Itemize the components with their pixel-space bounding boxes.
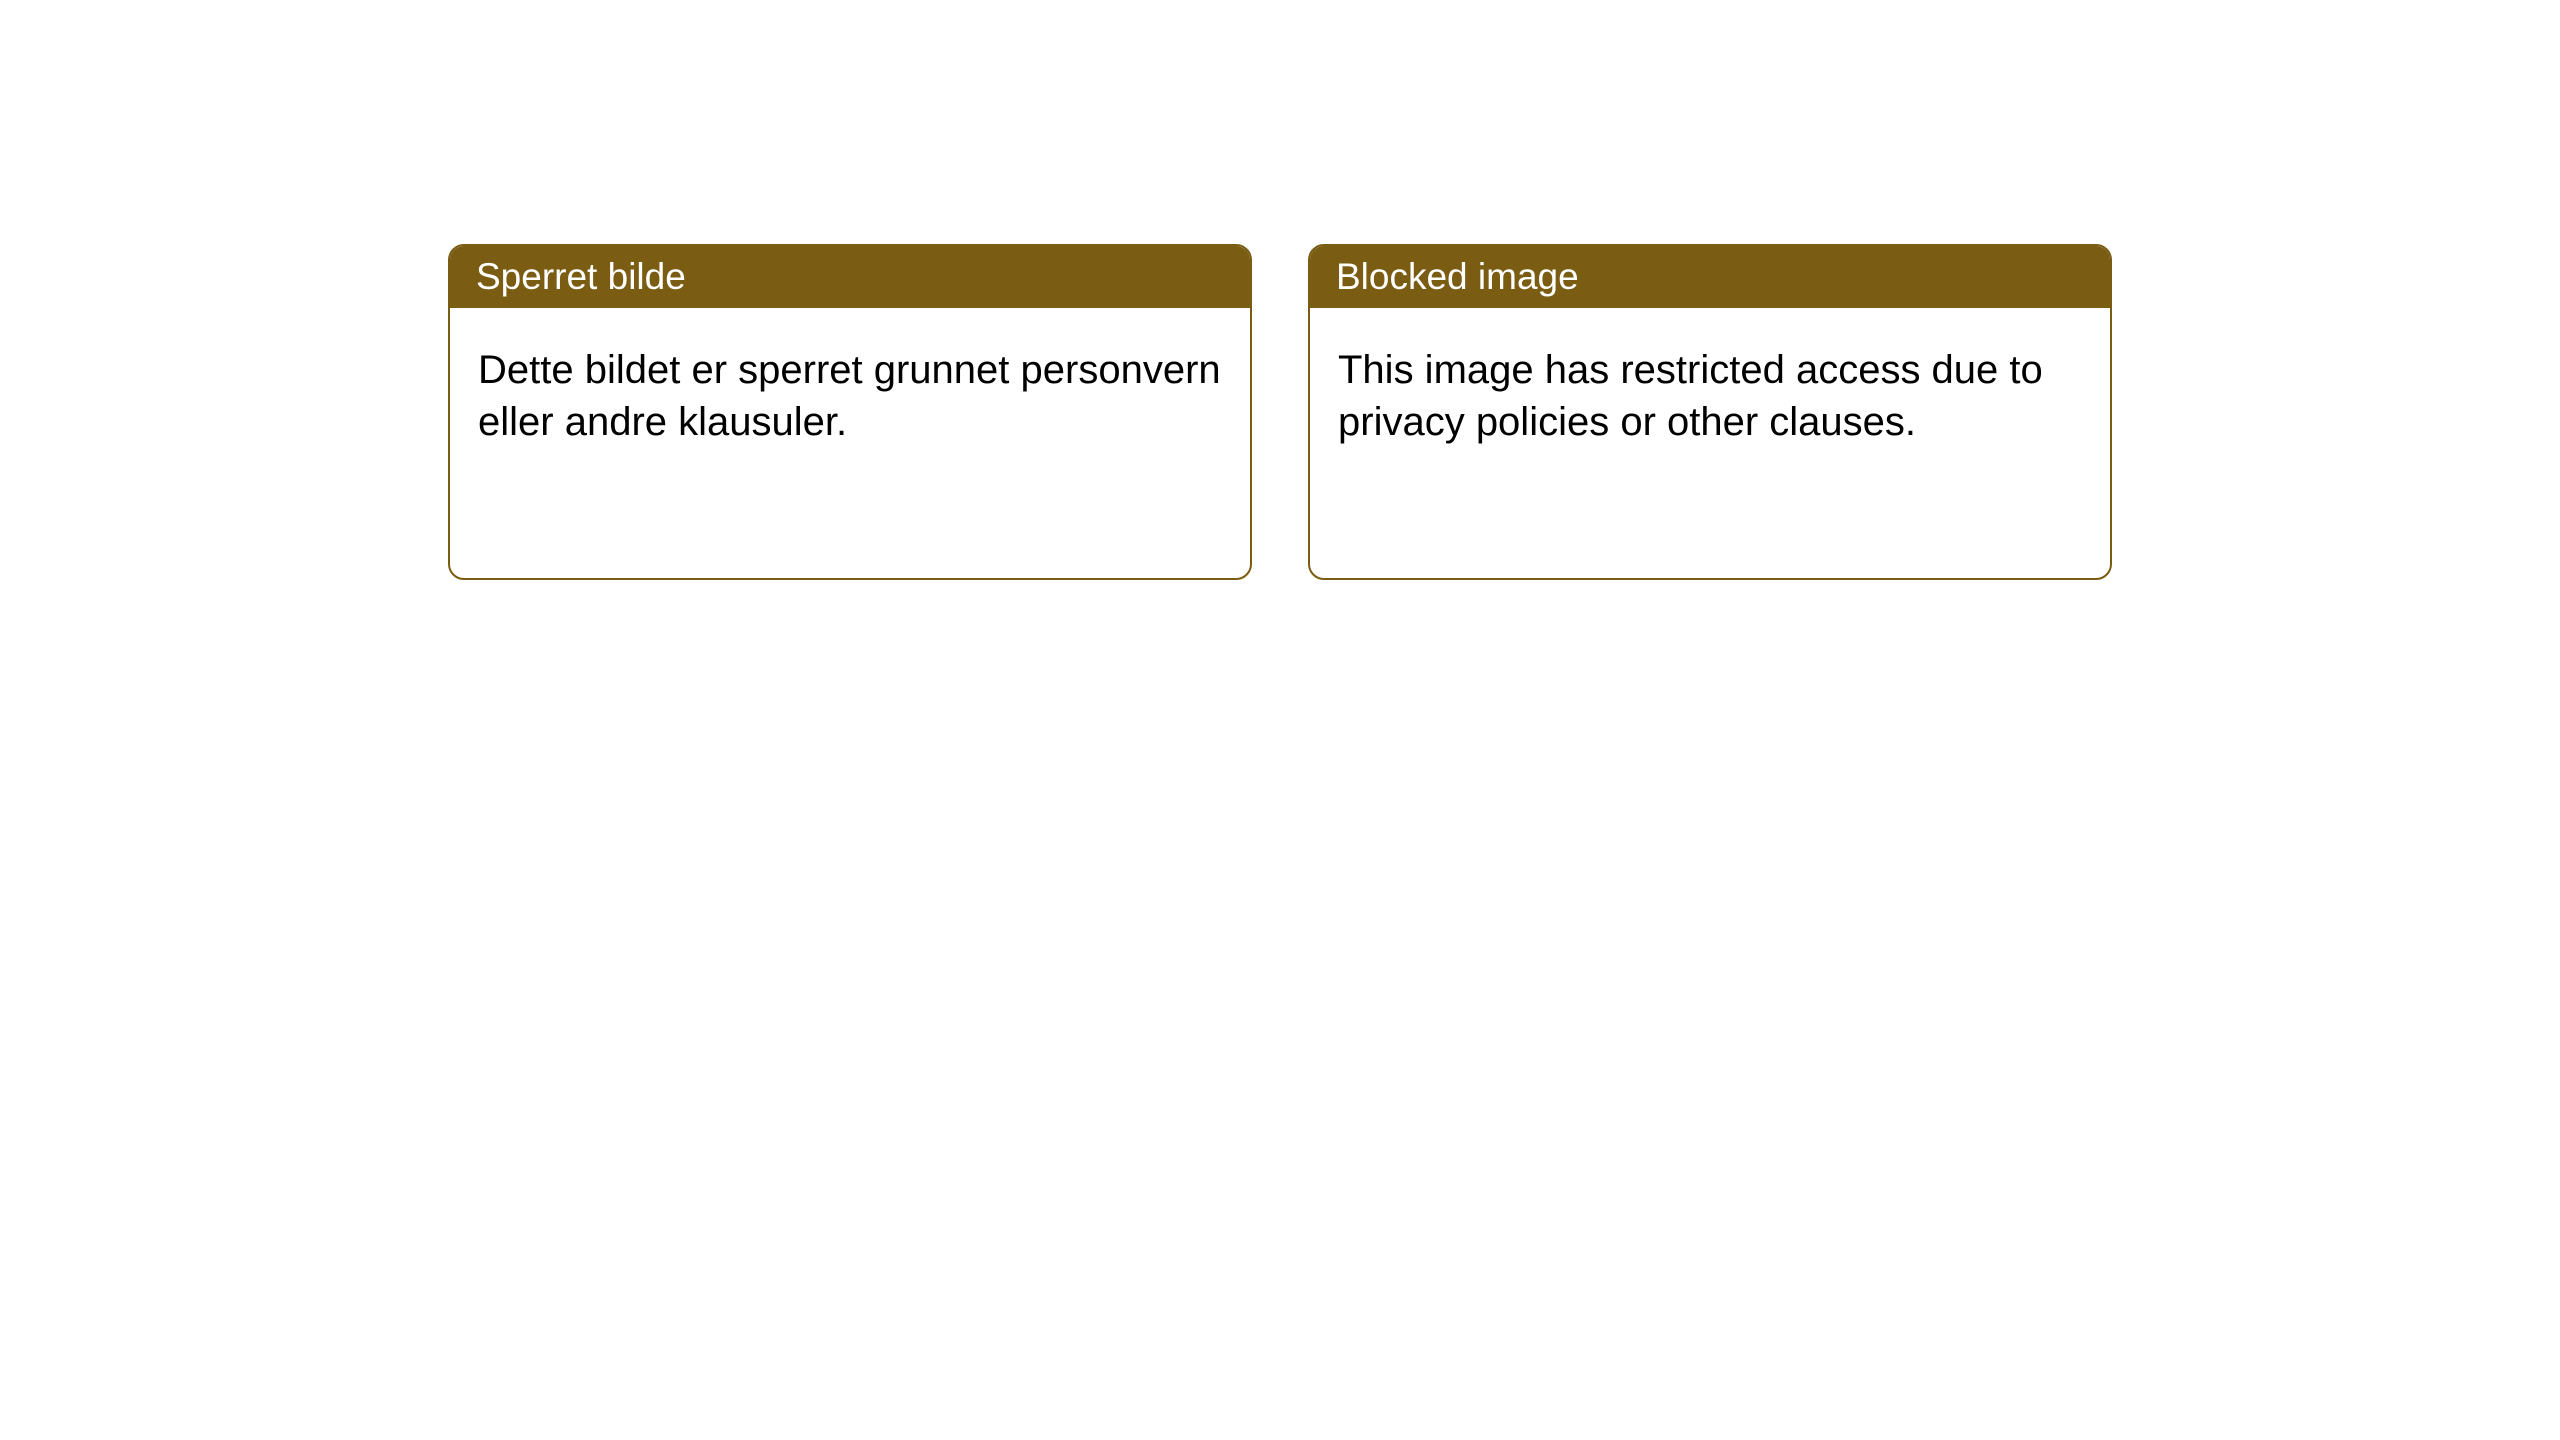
notice-container: Sperret bilde Dette bildet er sperret gr… <box>0 0 2560 580</box>
notice-header: Blocked image <box>1310 246 2110 308</box>
notice-card-english: Blocked image This image has restricted … <box>1308 244 2112 580</box>
notice-body: Dette bildet er sperret grunnet personve… <box>450 308 1250 484</box>
notice-title: Sperret bilde <box>476 256 686 297</box>
notice-body-text: This image has restricted access due to … <box>1338 348 2043 444</box>
notice-body: This image has restricted access due to … <box>1310 308 2110 484</box>
notice-title: Blocked image <box>1336 256 1579 297</box>
notice-card-norwegian: Sperret bilde Dette bildet er sperret gr… <box>448 244 1252 580</box>
notice-header: Sperret bilde <box>450 246 1250 308</box>
notice-body-text: Dette bildet er sperret grunnet personve… <box>478 348 1221 444</box>
